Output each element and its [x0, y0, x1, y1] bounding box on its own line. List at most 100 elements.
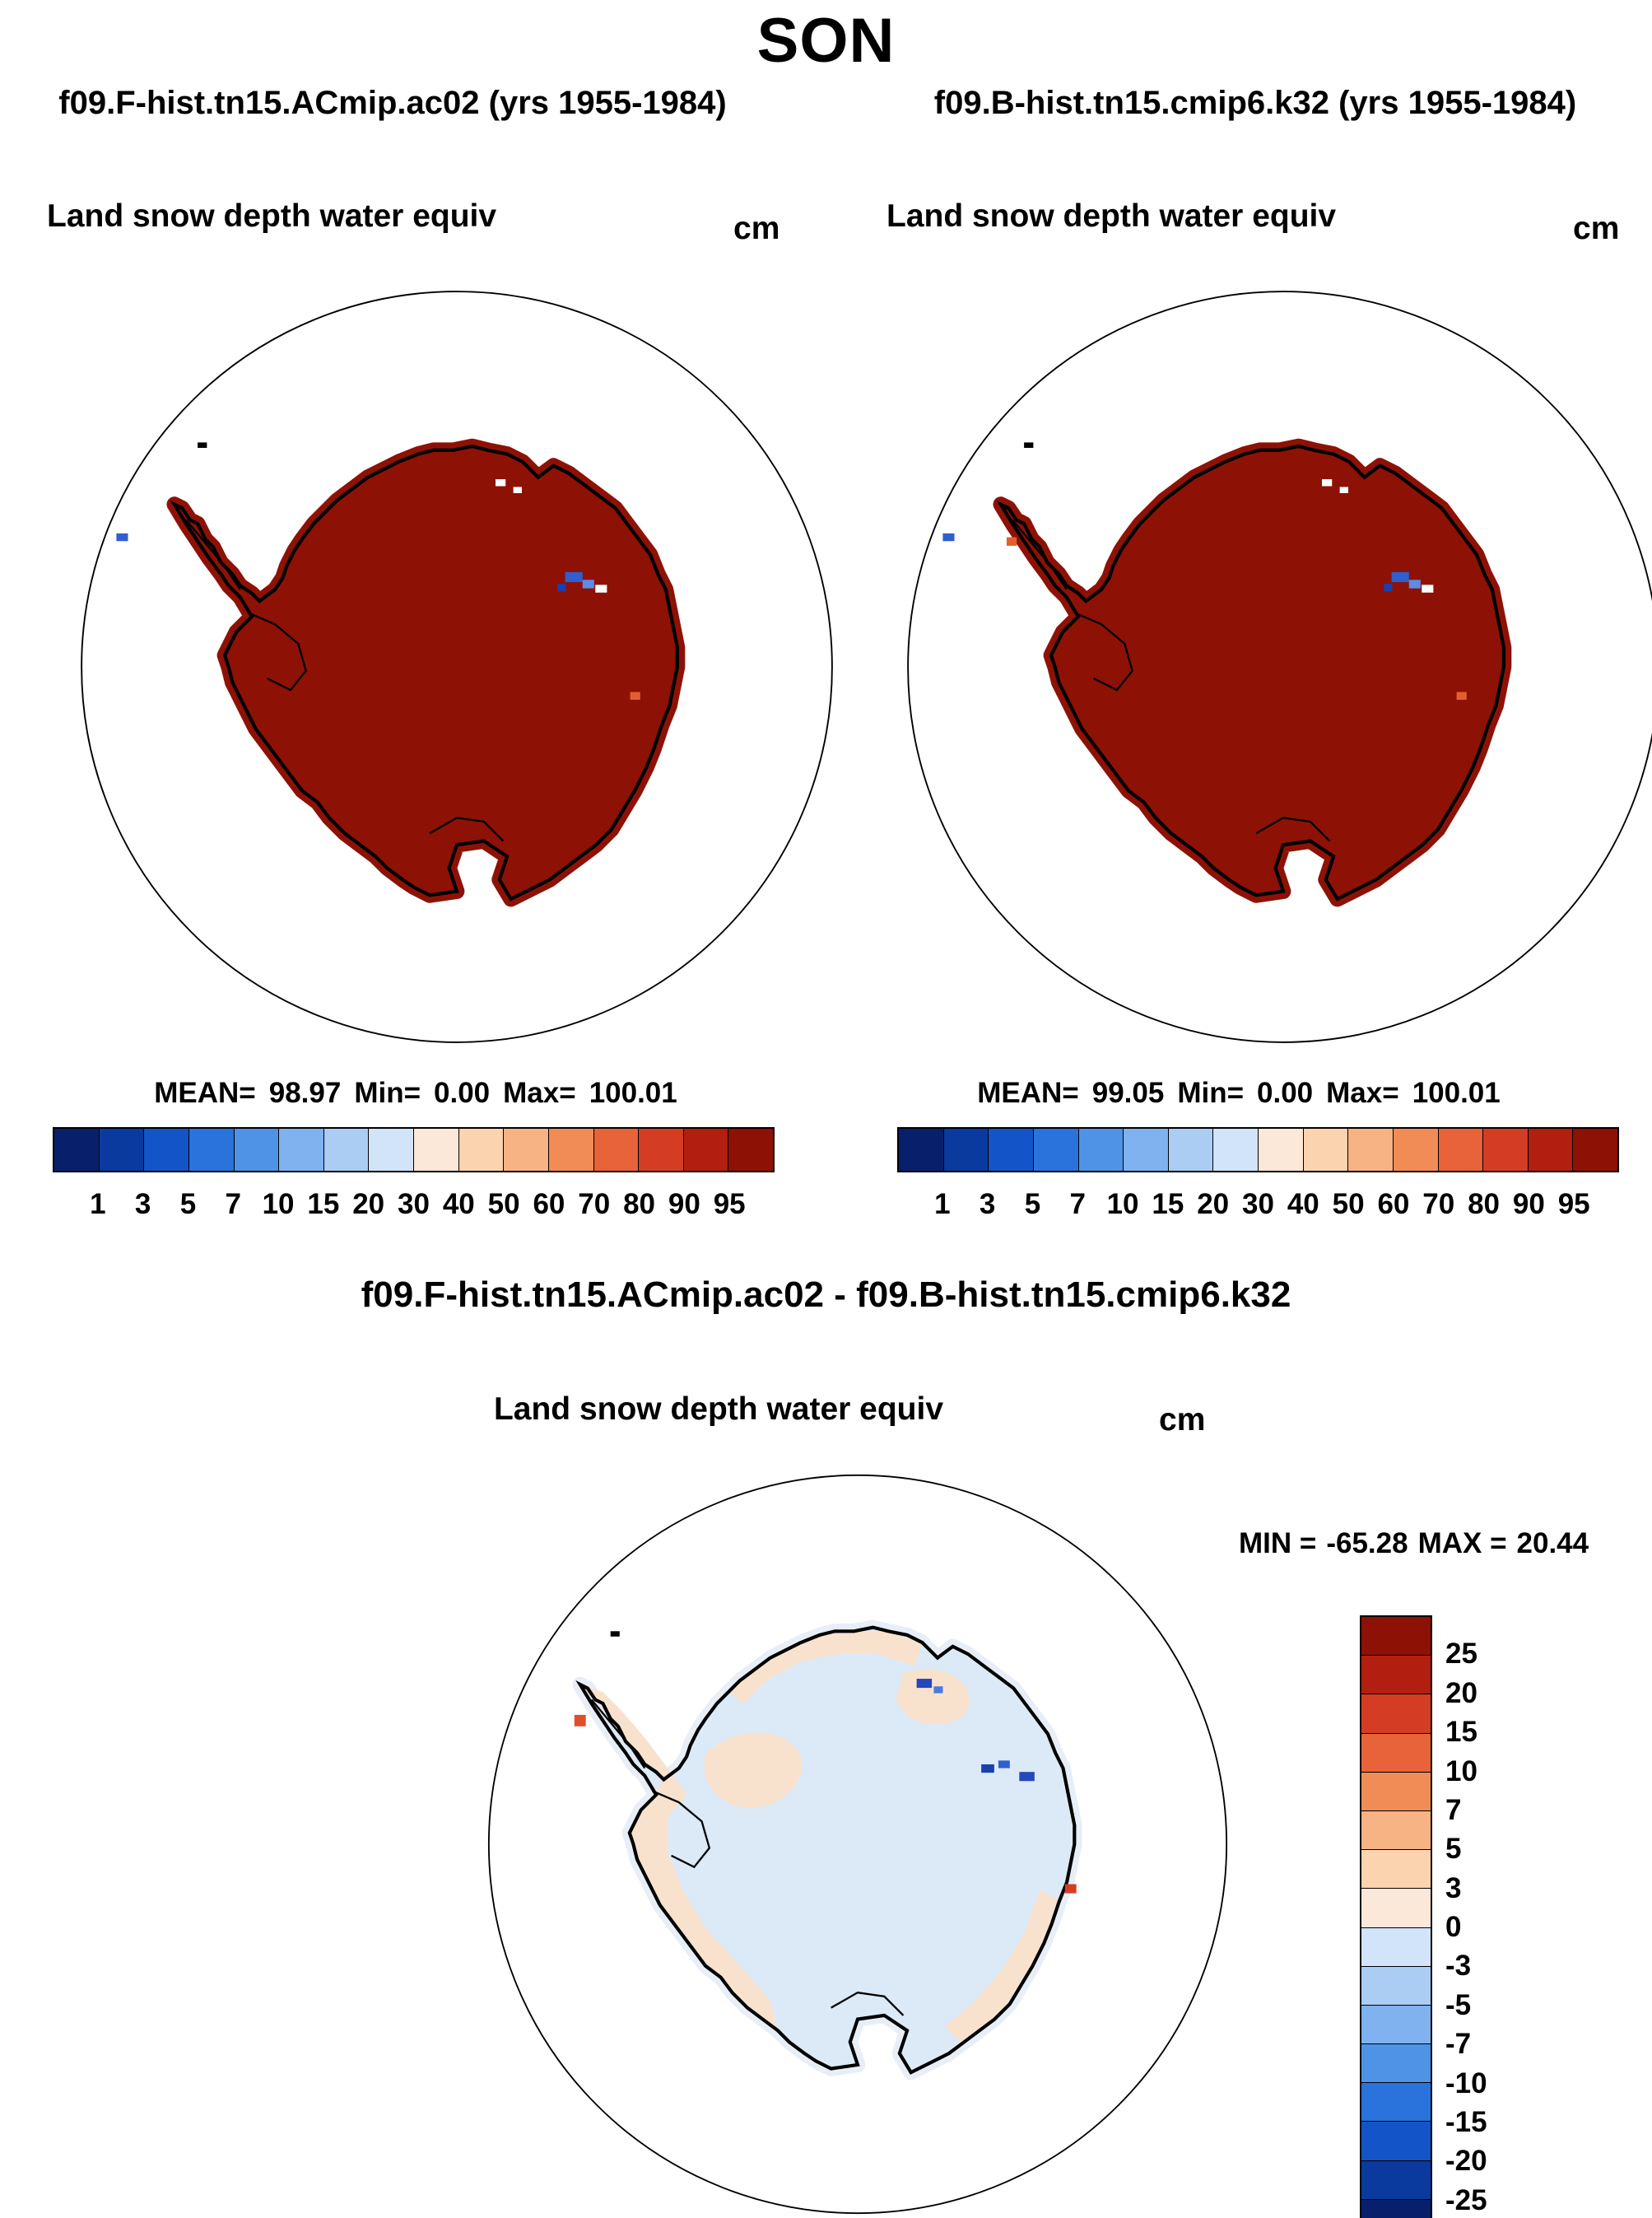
colorbar-cell: [1482, 1129, 1528, 1171]
colorbar-cell: [1032, 1129, 1078, 1171]
colorbar-cell: [1437, 1129, 1483, 1171]
min-value: 0.00: [1257, 1077, 1314, 1109]
colorbar-cell: [54, 1129, 99, 1171]
field-label-left: Land snow depth water equiv: [47, 198, 497, 234]
tick-label: 80: [1468, 1188, 1501, 1220]
tick-label: 60: [1377, 1188, 1410, 1220]
colorbar-left: [53, 1127, 775, 1172]
colorbar-cell: [1361, 2043, 1431, 2083]
tick-label: 1: [90, 1188, 106, 1220]
tick-label: 25: [1445, 1638, 1477, 1670]
colorbar-cell: [1361, 2004, 1431, 2044]
tick-label: 40: [442, 1188, 475, 1220]
colorbar-cell: [899, 1129, 943, 1171]
colorbar-cell: [143, 1129, 188, 1171]
colorbar-cell: [1361, 1927, 1431, 1966]
diff-min-label: MIN =: [1239, 1527, 1317, 1559]
tick-label: 5: [1024, 1188, 1041, 1220]
colorbar-cell: [1258, 1129, 1303, 1171]
colorbar-ticks-left: 1 3 5 7 10 15 20 30 40 50 60 70 80 90 95: [53, 1188, 775, 1224]
tick-label: 60: [533, 1188, 565, 1220]
tick-label: 15: [1445, 1716, 1477, 1749]
max-label: Max=: [1326, 1077, 1399, 1109]
min-value: 0.00: [434, 1077, 491, 1109]
colorbar-cell: [1361, 1771, 1431, 1810]
units-label-left: cm: [733, 211, 780, 246]
colorbar-cell: [98, 1129, 144, 1171]
colorbar-cell: [1167, 1129, 1213, 1171]
tick-label: 3: [1445, 1871, 1462, 1904]
colorbar-cell: [1361, 2121, 1431, 2160]
colorbar-cell: [593, 1129, 639, 1171]
difference-minmax-line: MIN = -65.28 MAX = 20.44: [1239, 1527, 1589, 1560]
colorbar-cell: [638, 1129, 683, 1171]
tick-label: 70: [1422, 1188, 1455, 1220]
south-polar-map-right: [907, 291, 1652, 1043]
diff-max-value: 20.44: [1516, 1527, 1589, 1559]
tick-label: 20: [1445, 1676, 1477, 1709]
tick-label: -15: [1445, 2105, 1487, 2138]
tick-label: 5: [1445, 1833, 1462, 1866]
colorbar-cell: [1392, 1129, 1438, 1171]
units-label-right: cm: [1573, 211, 1620, 246]
colorbar-cell: [413, 1129, 458, 1171]
max-label: Max=: [503, 1077, 576, 1109]
colorbar-cell: [682, 1129, 728, 1171]
tick-label: 40: [1287, 1188, 1319, 1220]
tick-label: 70: [578, 1188, 611, 1220]
difference-colorbar: [1360, 1615, 1432, 2218]
stats-line-left: MEAN= 98.97 Min= 0.00 Max= 100.01: [0, 1077, 831, 1110]
mean-label: MEAN=: [977, 1077, 1079, 1109]
map-detail-specks: [574, 1631, 1077, 1894]
field-label-right: Land snow depth water equiv: [886, 198, 1337, 234]
warm-difference-patches: [579, 1631, 1059, 2043]
tick-label: 95: [713, 1188, 746, 1220]
tick-label: 10: [1445, 1754, 1477, 1787]
colorbar-cell: [503, 1129, 548, 1171]
colorbar-cell: [368, 1129, 413, 1171]
colorbar-cell: [988, 1129, 1033, 1171]
antarctica-continent-difference: [580, 1628, 1075, 2073]
tick-label: 50: [487, 1188, 520, 1220]
colorbar-cell: [1361, 2082, 1431, 2122]
colorbar-ticks-right: 1 3 5 7 10 15 20 30 40 50 60 70 80 90 95: [897, 1188, 1619, 1224]
diff-max-label: MAX =: [1417, 1527, 1507, 1559]
tick-label: 15: [1152, 1188, 1184, 1220]
tick-label: 0: [1445, 1911, 1462, 1943]
tick-label: -3: [1445, 1950, 1472, 1983]
tick-label: 20: [352, 1188, 385, 1220]
tick-label: 10: [1106, 1188, 1139, 1220]
colorbar-cell: [1077, 1129, 1124, 1171]
tick-label: 3: [134, 1188, 151, 1220]
tick-label: 50: [1332, 1188, 1365, 1220]
tick-label: 5: [179, 1188, 197, 1220]
colorbar-cell: [1361, 1888, 1431, 1927]
colorbar-cell: [1361, 1849, 1431, 1889]
mean-value: 99.05: [1091, 1077, 1165, 1109]
colorbar-cell: [1212, 1129, 1258, 1171]
tick-label: 7: [225, 1188, 241, 1220]
colorbar-cell: [1361, 1655, 1431, 1694]
tick-label: 20: [1197, 1188, 1230, 1220]
max-value: 100.01: [589, 1077, 677, 1109]
tick-label: 30: [1242, 1188, 1274, 1220]
max-value: 100.01: [1412, 1077, 1501, 1109]
map-detail-specks: [116, 442, 640, 700]
difference-colorbar-ticks: 25 20 15 10 7 5 3 0 -3 -5 -7 -10 -15 -20 -25: [1445, 1615, 1569, 2218]
tick-label: -7: [1445, 2028, 1472, 2061]
colorbar-cell: [1361, 2198, 1431, 2218]
tick-label: 7: [1069, 1188, 1086, 1220]
colorbar-cell: [188, 1129, 234, 1171]
min-label: Min=: [1177, 1077, 1245, 1109]
south-polar-map-left: [81, 291, 833, 1043]
mean-label: MEAN=: [154, 1077, 256, 1109]
difference-field-label: Land snow depth water equiv: [493, 1391, 944, 1427]
colorbar-cell: [942, 1129, 989, 1171]
tick-label: 90: [668, 1188, 700, 1220]
colorbar-cell: [1361, 1732, 1431, 1772]
min-label: Min=: [354, 1077, 421, 1109]
tick-label: 7: [1445, 1793, 1462, 1826]
tick-label: -20: [1445, 2145, 1487, 2178]
figure-title: SON: [756, 6, 896, 76]
colorbar-cell: [1361, 1617, 1431, 1656]
